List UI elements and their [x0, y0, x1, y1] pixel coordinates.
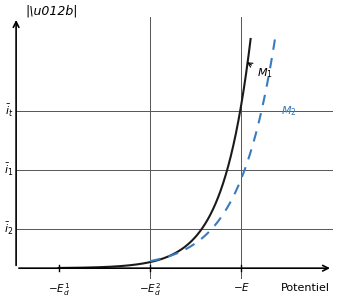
- Text: Potentiel: Potentiel: [281, 284, 330, 294]
- Text: $\bar{i}_2$: $\bar{i}_2$: [4, 221, 13, 237]
- Text: $\bar{i}_1$: $\bar{i}_1$: [4, 162, 13, 178]
- Text: $M_1$: $M_1$: [248, 63, 273, 80]
- Text: |\u012b|: |\u012b|: [25, 4, 78, 17]
- Text: $-E_d^1$: $-E_d^1$: [48, 281, 70, 298]
- Text: $-E$: $-E$: [233, 281, 250, 293]
- Text: $\bar{i}_t$: $\bar{i}_t$: [5, 103, 13, 119]
- Text: $-E_d^2$: $-E_d^2$: [139, 281, 161, 298]
- Text: $M_2$: $M_2$: [281, 104, 297, 118]
